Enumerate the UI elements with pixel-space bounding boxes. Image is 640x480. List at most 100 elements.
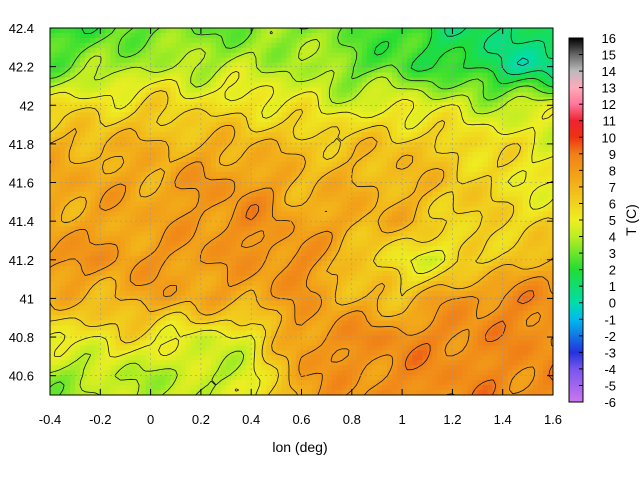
heatmap-cell	[60, 122, 66, 128]
heatmap-cell	[376, 201, 383, 208]
heatmap-cell	[226, 137, 232, 143]
heatmap-cell	[120, 142, 127, 148]
heatmap-cell	[512, 72, 519, 79]
heatmap-cell	[195, 226, 202, 232]
heatmap-cell	[251, 256, 257, 262]
heatmap-cell	[236, 52, 242, 59]
heatmap-cell	[547, 216, 553, 223]
heatmap-cell	[200, 201, 207, 208]
heatmap-cell	[417, 221, 423, 227]
heatmap-cell	[542, 87, 549, 94]
heatmap-cell	[412, 216, 418, 223]
heatmap-cell	[55, 32, 61, 39]
heatmap-cell	[301, 77, 308, 84]
heatmap-cell	[85, 67, 91, 74]
heatmap-cell	[75, 82, 81, 89]
heatmap-cell	[115, 246, 122, 252]
heatmap-cell	[361, 122, 368, 128]
heatmap-cell	[301, 117, 308, 123]
heatmap-cell	[236, 132, 242, 138]
heatmap-cell	[85, 117, 91, 123]
heatmap-cell	[487, 92, 494, 99]
heatmap-cell	[402, 211, 408, 218]
heatmap-cell	[75, 236, 81, 242]
heatmap-cell	[286, 102, 293, 108]
heatmap-cell	[482, 97, 489, 103]
heatmap-cell	[547, 156, 553, 163]
heatmap-cell	[522, 251, 529, 257]
heatmap-cell	[276, 132, 282, 138]
heatmap-cell	[512, 28, 519, 34]
heatmap-cell	[402, 221, 408, 227]
heatmap-cell	[537, 266, 544, 272]
heatmap-cell	[306, 271, 313, 277]
heatmap-cell	[120, 67, 127, 74]
heatmap-cell	[542, 147, 549, 153]
heatmap-cell	[381, 186, 388, 193]
heatmap-cell	[236, 137, 242, 143]
heatmap-cell	[261, 117, 267, 123]
heatmap-cell	[266, 102, 272, 108]
heatmap-cell	[502, 256, 509, 262]
heatmap-cell	[130, 216, 137, 223]
heatmap-cell	[316, 142, 323, 148]
heatmap-cell	[371, 206, 378, 213]
heatmap-cell	[251, 241, 257, 247]
heatmap-cell	[371, 181, 378, 188]
heatmap-cell	[190, 191, 197, 198]
heatmap-cell	[130, 171, 137, 178]
heatmap-cell	[331, 47, 338, 54]
heatmap-cell	[55, 196, 61, 203]
heatmap-cell	[200, 32, 207, 39]
heatmap-cell	[301, 28, 308, 34]
heatmap-cell	[185, 42, 192, 49]
heatmap-cell	[402, 191, 408, 198]
heatmap-cell	[512, 206, 519, 213]
heatmap-cell	[226, 161, 232, 168]
heatmap-cell	[447, 216, 453, 223]
heatmap-cell	[397, 67, 403, 74]
heatmap-cell	[517, 236, 524, 242]
heatmap-cell	[387, 161, 393, 168]
heatmap-cell	[311, 206, 318, 213]
heatmap-cell	[412, 206, 418, 213]
heatmap-cell	[105, 186, 111, 193]
heatmap-cell	[261, 87, 267, 94]
heatmap-cell	[95, 67, 101, 74]
heatmap-cell	[361, 127, 368, 133]
heatmap-cell	[135, 196, 142, 203]
heatmap-cell	[190, 221, 197, 227]
heatmap-cell	[281, 261, 288, 267]
heatmap-cell	[296, 52, 303, 59]
heatmap-cell	[527, 112, 534, 118]
heatmap-cell	[256, 221, 262, 227]
heatmap-cell	[70, 236, 76, 242]
heatmap-cell	[75, 261, 81, 267]
heatmap-cell	[336, 166, 343, 173]
heatmap-cell	[517, 47, 524, 54]
heatmap-cell	[155, 211, 162, 218]
heatmap-cell	[542, 216, 549, 223]
heatmap-cell	[316, 246, 323, 252]
heatmap-cell	[311, 171, 318, 178]
heatmap-cell	[145, 216, 152, 223]
heatmap-cell	[472, 151, 479, 158]
heatmap-cell	[321, 127, 328, 133]
heatmap-cell	[296, 161, 303, 168]
heatmap-cell	[346, 266, 353, 272]
heatmap-cell	[271, 47, 277, 54]
heatmap-cell	[497, 117, 504, 123]
heatmap-cell	[80, 206, 86, 213]
heatmap-cell	[75, 67, 81, 74]
heatmap-cell	[542, 151, 549, 158]
heatmap-cell	[65, 92, 71, 99]
heatmap-cell	[251, 32, 257, 39]
heatmap-cell	[422, 57, 428, 64]
heatmap-cell	[407, 92, 413, 99]
heatmap-cell	[326, 52, 333, 59]
heatmap-cell	[190, 251, 197, 257]
heatmap-cell	[160, 132, 167, 138]
heatmap-cell	[95, 57, 101, 64]
heatmap-cell	[547, 161, 553, 168]
heatmap-cell	[392, 161, 398, 168]
